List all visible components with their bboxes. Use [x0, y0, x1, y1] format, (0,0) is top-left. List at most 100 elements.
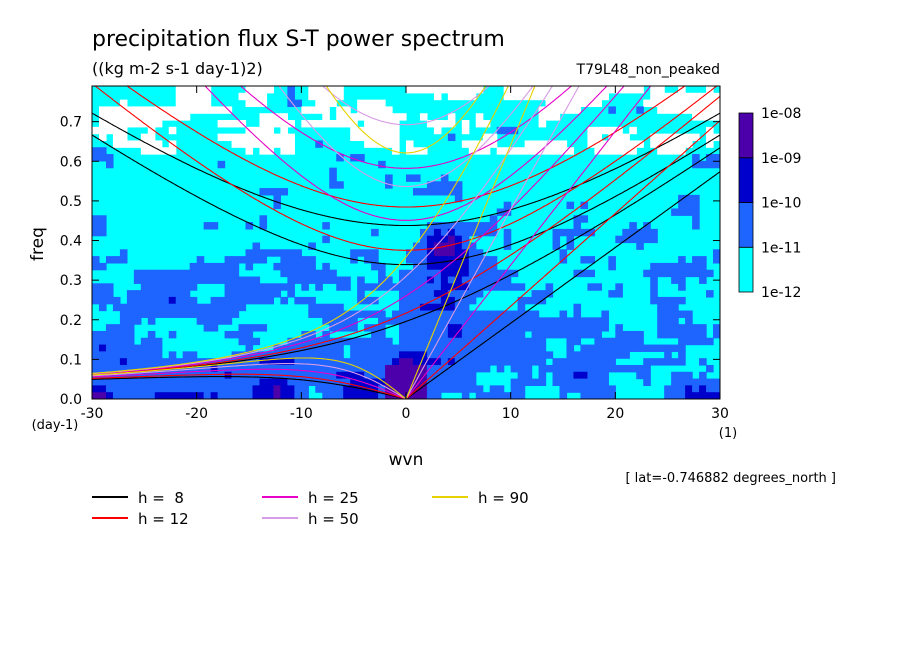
- spectrum-cell: [643, 222, 651, 230]
- spectrum-cell: [629, 126, 637, 135]
- spectrum-cell: [475, 364, 484, 373]
- spectrum-cell: [154, 290, 163, 298]
- spectrum-cell: [238, 140, 247, 148]
- spectrum-cell: [147, 133, 156, 142]
- colorbar-segment: [738, 246, 754, 293]
- spectrum-cell: [336, 385, 344, 393]
- spectrum-cell: [594, 371, 602, 380]
- spectrum-cell: [468, 222, 477, 230]
- spectrum-cell: [168, 392, 177, 399]
- spectrum-cell: [203, 385, 212, 393]
- spectrum-cell: [671, 378, 679, 386]
- spectrum-cell: [343, 310, 351, 318]
- spectrum-cell: [426, 324, 435, 332]
- y-axis-label: freq: [28, 227, 48, 261]
- spectrum-cell: [196, 92, 205, 101]
- spectrum-cell: [371, 140, 379, 148]
- spectrum-cell: [238, 283, 247, 291]
- spectrum-cell: [189, 86, 198, 94]
- spectrum-cell: [454, 269, 463, 278]
- chart-subtitle: ((kg m-2 s-1 day-1)2): [92, 59, 263, 78]
- spectrum-cell: [482, 256, 491, 264]
- spectrum-cell: [713, 106, 720, 114]
- spectrum-cell: [678, 310, 686, 318]
- spectrum-cell: [468, 283, 477, 291]
- spectrum-cell: [364, 371, 372, 380]
- spectrum-cell: [552, 99, 561, 108]
- colorbar-label: 1e-09: [761, 151, 801, 167]
- spectrum-cell: [406, 324, 414, 332]
- spectrum-cell: [175, 86, 184, 94]
- spectrum-cell: [706, 126, 714, 135]
- spectrum-cell: [329, 99, 337, 108]
- spectrum-cell: [545, 364, 554, 373]
- spectrum-cell: [133, 290, 142, 298]
- spectrum-cell: [573, 228, 582, 237]
- spectrum-cell: [503, 317, 512, 325]
- spectrum-cell: [189, 378, 198, 386]
- spectrum-cell: [182, 303, 191, 312]
- spectrum-cell: [566, 147, 575, 155]
- spectrum-cell: [419, 283, 428, 291]
- spectrum-cell: [433, 222, 442, 230]
- spectrum-cell: [433, 188, 442, 196]
- spectrum-cell: [280, 133, 288, 142]
- spectrum-cell: [601, 378, 609, 386]
- spectrum-cell: [406, 371, 414, 380]
- dispersion-curve: [325, 86, 487, 154]
- spectrum-cell: [419, 249, 428, 257]
- spectrum-cell: [699, 378, 707, 386]
- spectrum-cell: [685, 310, 693, 318]
- spectrum-cell: [133, 113, 142, 121]
- spectrum-cell: [119, 358, 128, 366]
- spectrum-cell: [685, 92, 693, 101]
- spectrum-cell: [713, 99, 720, 108]
- spectrum-cell: [357, 378, 365, 386]
- spectrum-cell: [154, 337, 163, 346]
- spectrum-cell: [231, 310, 240, 318]
- spectrum-cell: [231, 371, 240, 380]
- spectrum-cell: [419, 344, 428, 352]
- spectrum-cell: [685, 324, 693, 332]
- spectrum-cell: [182, 113, 191, 121]
- spectrum-cell: [475, 228, 484, 237]
- x-tick-label: 20: [606, 406, 624, 422]
- spectrum-cell: [329, 181, 337, 189]
- spectrum-cell: [119, 133, 128, 142]
- spectrum-cell: [140, 392, 149, 399]
- spectrum-cell: [182, 392, 191, 399]
- spectrum-cell: [245, 140, 254, 148]
- spectrum-cell: [447, 269, 456, 278]
- spectrum-cell: [461, 351, 470, 359]
- spectrum-cell: [217, 106, 226, 114]
- spectrum-cell: [343, 324, 351, 332]
- spectrum-cell: [468, 337, 477, 346]
- spectrum-cell: [231, 364, 240, 373]
- spectrum-cell: [678, 296, 686, 305]
- spectrum-cell: [245, 262, 254, 271]
- spectrum-cell: [329, 371, 337, 380]
- spectrum-cell: [112, 344, 121, 352]
- spectrum-cell: [664, 106, 672, 114]
- spectrum-cell: [357, 283, 365, 291]
- spectrum-cell: [671, 303, 679, 312]
- dispersion-curve: [405, 171, 720, 399]
- spectrum-cell: [580, 358, 589, 366]
- spectrum-cell: [419, 242, 428, 250]
- spectrum-cell: [538, 344, 547, 352]
- spectrum-cell: [454, 310, 463, 318]
- spectrum-cell: [706, 392, 714, 399]
- spectrum-cell: [538, 290, 547, 298]
- spectrum-cell: [161, 303, 170, 312]
- spectrum-cell: [119, 385, 128, 393]
- spectrum-cell: [315, 344, 323, 352]
- spectrum-cell: [385, 317, 393, 325]
- spectrum-cell: [119, 120, 128, 128]
- spectrum-cell: [615, 290, 623, 298]
- spectrum-cell: [154, 344, 163, 352]
- spectrum-cell: [280, 140, 288, 148]
- spectrum-cell: [447, 385, 456, 393]
- spectrum-cell: [447, 344, 456, 352]
- spectrum-cell: [447, 290, 456, 298]
- spectrum-cell: [671, 92, 679, 101]
